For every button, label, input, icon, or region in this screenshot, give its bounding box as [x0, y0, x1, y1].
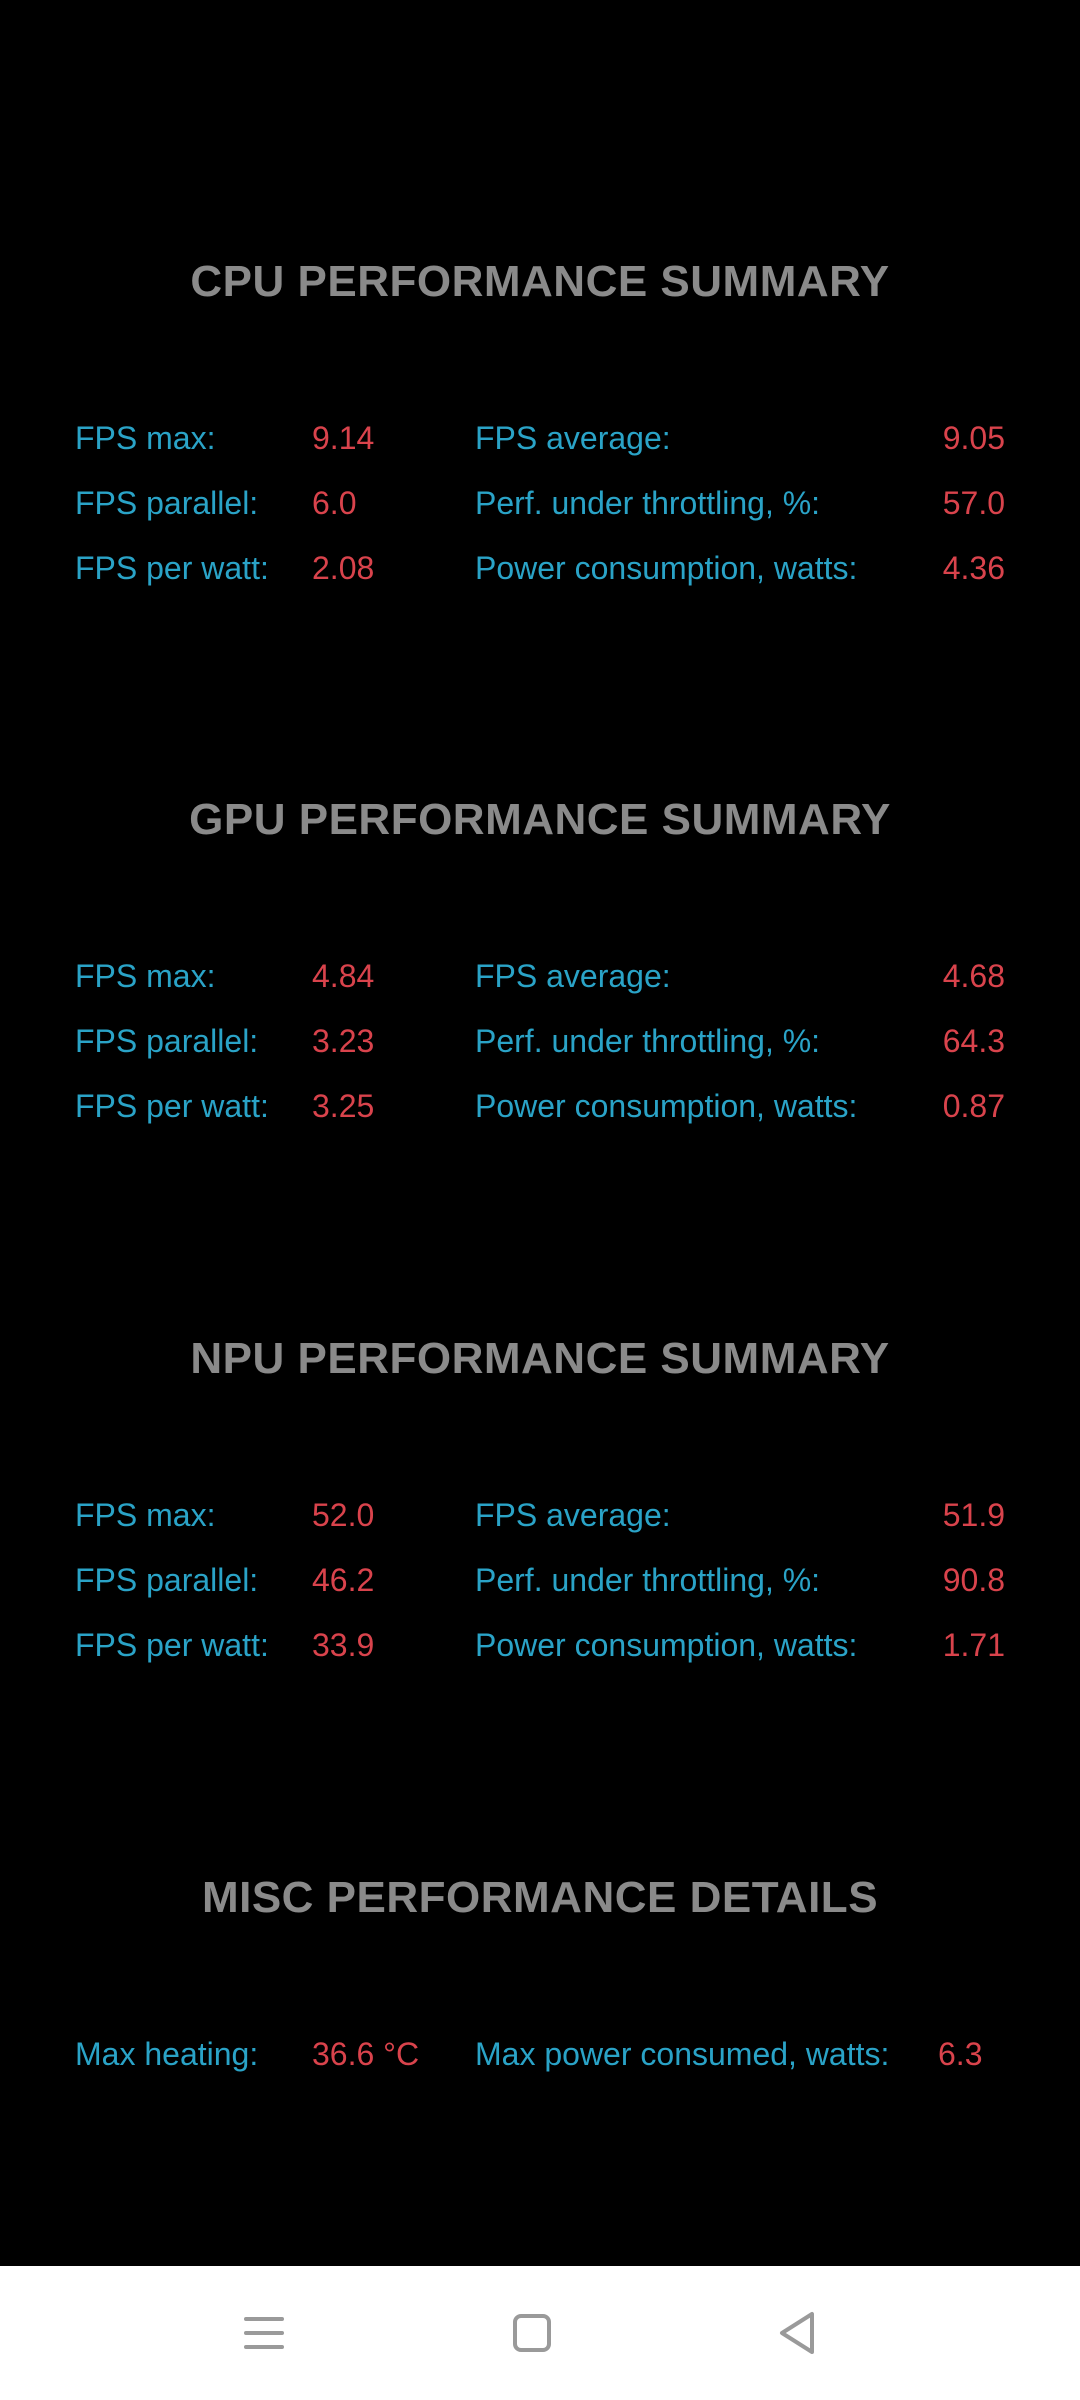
npu-fps-max-value: 52.0 — [312, 1497, 375, 1533]
cpu-summary-title: CPU PERFORMANCE SUMMARY — [190, 257, 890, 306]
gpu-fps-per-watt-label: FPS per watt: — [75, 1088, 269, 1124]
npu-fps-parallel-value: 46.2 — [312, 1562, 375, 1598]
system-navigation-bar — [0, 2266, 1080, 2400]
npu-power-value: 1.71 — [942, 1627, 1005, 1663]
menu-icon — [244, 2317, 284, 2349]
cpu-power-value: 4.36 — [942, 550, 1005, 586]
npu-summary-title: NPU PERFORMANCE SUMMARY — [190, 1334, 890, 1383]
cpu-fps-average-value: 9.05 — [942, 420, 1005, 456]
max-heating-label: Max heating: — [75, 2036, 259, 2072]
gpu-fps-per-watt-value: 3.25 — [312, 1088, 375, 1124]
cpu-power-label: Power consumption, watts: — [475, 550, 858, 586]
cpu-fps-max-value: 9.14 — [312, 420, 375, 456]
cpu-fps-parallel-label: FPS parallel: — [75, 485, 259, 521]
gpu-power-label: Power consumption, watts: — [475, 1088, 858, 1124]
gpu-throttling-value: 64.3 — [942, 1023, 1005, 1059]
npu-power-label: Power consumption, watts: — [475, 1627, 858, 1663]
max-power-label: Max power consumed, watts: — [475, 2036, 890, 2072]
gpu-fps-parallel-value: 3.23 — [312, 1023, 375, 1059]
gpu-fps-max-label: FPS max: — [75, 958, 216, 994]
recents-menu-button[interactable] — [228, 2297, 300, 2369]
npu-fps-max-label: FPS max: — [75, 1497, 216, 1533]
misc-details-title: MISC PERFORMANCE DETAILS — [201, 1873, 879, 1922]
gpu-fps-average-value: 4.68 — [942, 958, 1005, 994]
cpu-throttling-value: 57.0 — [942, 485, 1005, 521]
npu-fps-per-watt-value: 33.9 — [312, 1627, 375, 1663]
gpu-throttling-label: Perf. under throttling, %: — [475, 1023, 821, 1059]
cpu-fps-per-watt-value: 2.08 — [312, 550, 375, 586]
home-button[interactable] — [496, 2297, 568, 2369]
npu-fps-parallel-label: FPS parallel: — [75, 1562, 259, 1598]
cpu-fps-max-label: FPS max: — [75, 420, 216, 456]
gpu-fps-max-value: 4.84 — [312, 958, 375, 994]
gpu-fps-average-label: FPS average: — [475, 958, 671, 994]
cpu-throttling-label: Perf. under throttling, %: — [475, 485, 821, 521]
npu-throttling-label: Perf. under throttling, %: — [475, 1562, 821, 1598]
npu-throttling-value: 90.8 — [942, 1562, 1005, 1598]
cpu-fps-average-label: FPS average: — [475, 420, 671, 456]
gpu-power-value: 0.87 — [942, 1088, 1005, 1124]
cpu-fps-per-watt-label: FPS per watt: — [75, 550, 269, 586]
max-heating-value: 36.6 °C — [312, 2036, 420, 2072]
npu-fps-average-label: FPS average: — [475, 1497, 671, 1533]
gpu-summary-title: GPU PERFORMANCE SUMMARY — [189, 795, 891, 844]
back-triangle-icon — [780, 2312, 814, 2354]
results-content: CPU PERFORMANCE SUMMARY FPS max: 9.14 FP… — [75, 257, 1005, 2072]
gpu-fps-parallel-label: FPS parallel: — [75, 1023, 259, 1059]
npu-fps-average-value: 51.9 — [942, 1497, 1005, 1533]
npu-fps-per-watt-label: FPS per watt: — [75, 1627, 269, 1663]
max-power-value: 6.3 — [938, 2036, 983, 2072]
home-square-icon — [513, 2314, 551, 2352]
cpu-fps-parallel-value: 6.0 — [312, 485, 357, 521]
back-button[interactable] — [762, 2297, 834, 2369]
